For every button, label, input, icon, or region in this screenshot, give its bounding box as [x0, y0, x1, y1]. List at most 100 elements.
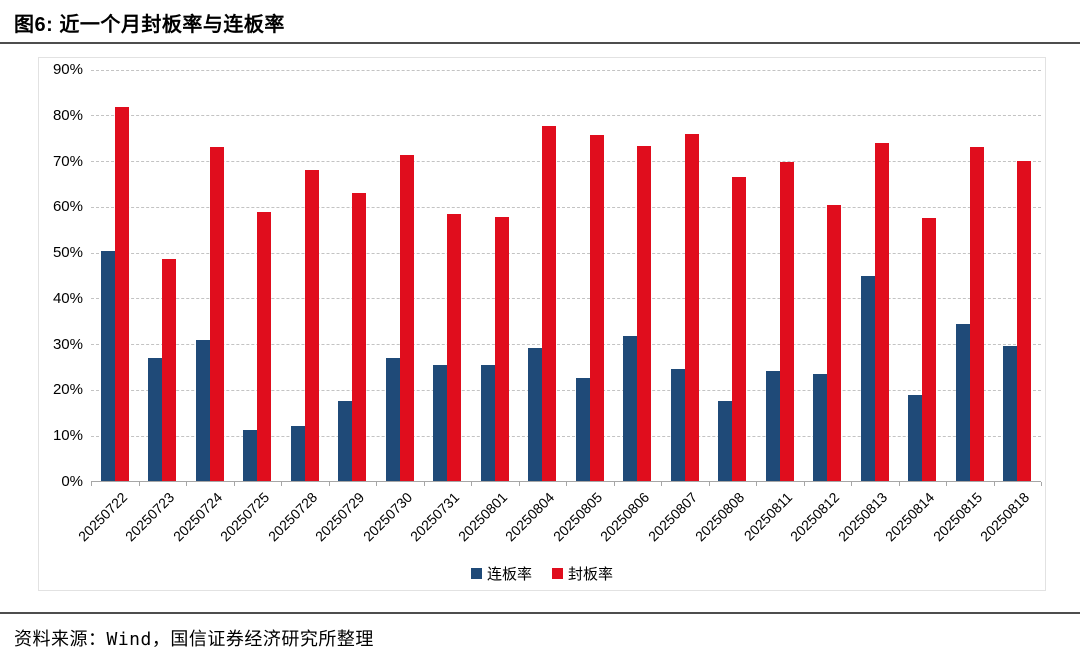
bar: [874, 143, 889, 482]
axis-tick: [471, 482, 472, 486]
bar: [257, 211, 272, 482]
legend: 连板率 封板率: [39, 563, 1045, 584]
axis-tick: [138, 482, 140, 486]
axis-tick: [91, 482, 92, 486]
gridline: [91, 344, 1041, 346]
bar: [148, 357, 163, 482]
bar: [243, 429, 258, 482]
bar: [969, 146, 984, 482]
bar: [162, 258, 177, 482]
axis-tick: [328, 482, 330, 486]
axis-tick: [851, 482, 852, 486]
bar: [480, 365, 495, 482]
axis-tick: [898, 482, 900, 486]
title-divider: [0, 42, 1080, 44]
x-axis-tick-label: 20250730: [359, 489, 416, 545]
x-axis-tick-label: 20250806: [597, 489, 653, 545]
axis-tick: [566, 482, 567, 486]
gridline: [91, 389, 1041, 391]
y-axis-tick-label: 80%: [52, 106, 83, 124]
x-axis-tick-label: 20250804: [502, 489, 558, 545]
bar: [670, 369, 685, 482]
axis-tick: [376, 482, 377, 486]
bar: [779, 162, 794, 482]
bar: [827, 205, 842, 482]
axis-tick: [186, 482, 187, 486]
y-axis-tick-label: 20%: [52, 381, 83, 399]
axis-tick: [661, 482, 662, 486]
gridline: [91, 435, 1041, 437]
y-axis-tick-label: 0%: [61, 473, 83, 490]
bar: [1003, 345, 1018, 482]
x-axis-tick-label: 20250815: [929, 489, 986, 545]
x-axis-tick-label: 20250808: [692, 489, 748, 545]
x-axis-tick-label: 20250811: [740, 489, 796, 544]
axis-tick: [946, 482, 947, 486]
y-axis-tick-label: 40%: [52, 289, 83, 307]
legend-item: 连板率: [470, 563, 532, 584]
plot-area: 20250722 20250723 20250724 20250725 20250728…: [75, 69, 1042, 544]
bar: [114, 106, 129, 482]
bar: [494, 216, 509, 482]
y-axis-tick-label: 50%: [52, 244, 83, 262]
axis-tick: [708, 482, 710, 486]
bar: [637, 146, 652, 482]
axis-tick: [803, 482, 805, 486]
y-axis-tick-label: 70%: [52, 152, 83, 170]
bar: [860, 276, 875, 482]
x-axis-tick-label: 20250722: [74, 489, 131, 545]
x-axis-line: [91, 481, 1041, 482]
x-axis-tick-label: 20250813: [834, 489, 891, 545]
y-axis-tick-label: 60%: [52, 198, 83, 216]
bar: [352, 193, 367, 482]
bar: [399, 155, 414, 482]
gridline: [91, 252, 1041, 254]
axis-tick: [281, 482, 282, 486]
gridline: [91, 298, 1041, 300]
x-axis-tick-label: 20250812: [787, 489, 843, 545]
x-axis-tick-label: 20250805: [549, 489, 606, 545]
bar: [542, 125, 557, 482]
chart-container: 0% 10% 20% 30% 40% 50% 60% 70% 80% 90% 20250722 20…: [38, 57, 1046, 591]
y-axis-tick-label: 90%: [52, 61, 83, 78]
bar: [575, 377, 590, 482]
bar: [304, 170, 319, 482]
gridline: [91, 161, 1041, 163]
bar: [100, 250, 115, 482]
bar: [908, 395, 923, 482]
x-axis-tick-label: 20250724: [169, 489, 226, 545]
legend-swatch: [552, 568, 563, 579]
x-axis-tick-label: 20250728: [264, 489, 321, 545]
gridline: [91, 115, 1041, 117]
x-axis-tick-label: 20250818: [977, 489, 1033, 545]
axis-tick: [613, 482, 615, 486]
x-axis-tick-label: 20250725: [217, 489, 273, 545]
x-axis-tick-label: 20250723: [122, 489, 178, 545]
axis-tick: [518, 482, 520, 486]
y-axis-tick-label: 30%: [52, 335, 83, 353]
x-axis-tick-label: 20250801: [454, 489, 511, 545]
bar: [338, 400, 353, 482]
bar: [589, 135, 604, 482]
bar: [209, 147, 224, 482]
bar: [765, 370, 780, 482]
legend-item: 封板率: [552, 563, 613, 584]
bar: [447, 214, 462, 482]
legend-label: 封板率: [568, 566, 614, 583]
bar: [433, 365, 448, 482]
legend-label: 连板率: [486, 566, 532, 583]
source-note: 资料来源：Wind，国信证券经济研究所整理: [14, 629, 374, 650]
bar: [813, 374, 828, 482]
x-axis-tick-label: 20250731: [407, 489, 463, 545]
bar: [385, 358, 400, 482]
y-axis-tick-label: 10%: [52, 427, 83, 445]
bar: [684, 134, 699, 482]
x-axis-tick-label: 20250807: [644, 489, 701, 545]
bar: [528, 347, 543, 482]
axis-tick: [756, 482, 757, 486]
bar: [195, 340, 210, 482]
footer-divider: [0, 612, 1080, 614]
axis-tick: [233, 482, 235, 486]
bar: [718, 400, 733, 482]
axis-tick: [993, 482, 995, 486]
